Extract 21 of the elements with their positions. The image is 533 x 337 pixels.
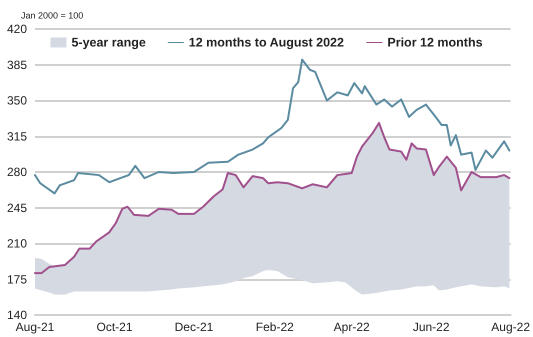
legend-label: 5-year range (71, 36, 146, 50)
y-tick-label: 245 (6, 200, 28, 215)
y-tick-label: 315 (6, 129, 28, 144)
legend-label: 12 months to August 2022 (188, 36, 344, 50)
y-axis-title: Jan 2000 = 100 (21, 10, 84, 20)
y-tick-label: 140 (6, 308, 28, 322)
x-tick-label: Oct-21 (96, 320, 133, 334)
line-series (34, 58, 510, 194)
y-tick-label: 280 (6, 165, 28, 179)
x-tick-label: Dec-21 (174, 320, 214, 334)
x-tick-label: Aug-21 (16, 320, 55, 334)
x-tick-label: Apr-22 (334, 320, 370, 334)
y-tick-label: 175 (6, 272, 28, 286)
legend-label: Prior 12 months (387, 36, 483, 50)
x-tick-label: Jun-22 (412, 320, 450, 334)
y-tick-label: 350 (6, 94, 28, 108)
x-tick-label: Feb-22 (256, 320, 294, 334)
x-tick-label: Aug-22 (491, 320, 530, 334)
y-tick-label: 420 (6, 22, 28, 36)
y-tick-label: 210 (6, 236, 28, 250)
y-tick-label: 385 (6, 58, 28, 72)
